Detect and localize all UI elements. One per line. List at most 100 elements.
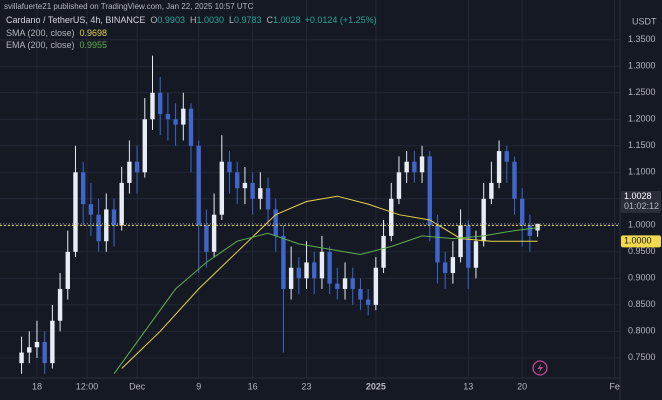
candle-body bbox=[134, 161, 140, 173]
y-tick-label: 1.1500 bbox=[628, 140, 656, 150]
candle-body bbox=[65, 251, 70, 289]
candle-body bbox=[165, 113, 171, 120]
y-tick-label: 0.9500 bbox=[628, 246, 656, 256]
ohlc-key: C bbox=[267, 15, 274, 25]
legend: SMA (200, close) 0.9698 EMA (200, close) 0.… bbox=[6, 28, 107, 50]
ohlc-value: 0.9783 bbox=[234, 15, 262, 25]
legend-entry: EMA (200, close) 0.9955 bbox=[6, 40, 107, 50]
candle-body bbox=[527, 225, 533, 236]
y-tick-label: 1.2000 bbox=[628, 114, 656, 124]
candle-body bbox=[466, 225, 471, 268]
last-price-label: 1.0028 bbox=[624, 191, 652, 201]
candle-body bbox=[473, 241, 479, 268]
x-tick-label: Fe bbox=[609, 381, 620, 391]
candle-body bbox=[157, 92, 163, 114]
candle-body bbox=[96, 214, 101, 242]
level-label: 1.0000 bbox=[624, 236, 652, 246]
candle-body bbox=[111, 209, 117, 226]
candle-body bbox=[512, 161, 517, 199]
legend-entry: SMA (200, close) 0.9698 bbox=[6, 28, 107, 38]
ohlc-key: H bbox=[190, 15, 197, 25]
candle-body bbox=[57, 288, 63, 321]
candle-body bbox=[80, 172, 86, 205]
candle-body bbox=[250, 182, 255, 199]
candle-body bbox=[504, 151, 509, 162]
y-tick-label: 1.0000 bbox=[628, 220, 656, 230]
currency-label: USDT bbox=[632, 16, 657, 26]
candle-body bbox=[458, 225, 463, 258]
candle-body bbox=[219, 161, 225, 215]
candle-body bbox=[242, 182, 248, 189]
candle-body bbox=[319, 251, 325, 279]
y-tick-label: 1.2500 bbox=[628, 87, 656, 97]
candle-body bbox=[204, 225, 209, 252]
candle-body bbox=[127, 161, 132, 183]
candle-body bbox=[258, 188, 263, 199]
ohlc-value: 1.0030 bbox=[196, 15, 224, 25]
y-tick-label: 1.1000 bbox=[628, 167, 656, 177]
candle-body bbox=[173, 119, 178, 125]
x-tick-label: 23 bbox=[302, 381, 312, 391]
candle-body bbox=[312, 262, 317, 279]
candle-body bbox=[19, 352, 24, 364]
candle-body bbox=[496, 151, 502, 183]
change: +0.0124 (+1.25%) bbox=[305, 15, 377, 25]
candle-body bbox=[265, 188, 271, 210]
candle-body bbox=[342, 278, 348, 289]
candle-body bbox=[519, 198, 525, 226]
x-tick-label: 9 bbox=[196, 381, 201, 391]
candle-body bbox=[288, 267, 294, 289]
legend-value: 0.9955 bbox=[80, 40, 108, 50]
candle-body bbox=[350, 278, 355, 289]
candle-body bbox=[419, 156, 425, 173]
indicator-line bbox=[121, 195, 538, 369]
candle-body bbox=[389, 198, 394, 236]
candle-body bbox=[50, 320, 55, 364]
candle-body bbox=[104, 209, 109, 242]
icon-circle bbox=[532, 360, 548, 376]
y-tick-label: 0.8000 bbox=[628, 326, 656, 336]
x-tick-label: 20 bbox=[517, 381, 527, 391]
candle-body bbox=[358, 288, 363, 300]
candle-body bbox=[42, 341, 47, 364]
legend-name: SMA (200, close) bbox=[6, 28, 75, 38]
candle-body bbox=[73, 172, 78, 252]
candle-body bbox=[381, 235, 386, 268]
level-box bbox=[621, 235, 661, 248]
candle-body bbox=[335, 283, 340, 289]
legend-name: EMA (200, close) bbox=[6, 40, 75, 50]
indicator-line bbox=[113, 227, 538, 375]
symbol-header: Cardano / TetherUS, 4h, BINANCE O0.9903 H1… bbox=[6, 15, 377, 25]
axes: 0.75000.80000.85000.90000.95001.00001.05… bbox=[32, 34, 661, 391]
candle-body bbox=[211, 214, 217, 252]
candle-body bbox=[535, 223, 540, 231]
x-tick-label: 18 bbox=[32, 381, 42, 391]
x-tick-label: 13 bbox=[463, 381, 473, 391]
candle-body bbox=[412, 161, 417, 173]
candle-body bbox=[273, 209, 278, 236]
y-tick-label: 1.3500 bbox=[628, 34, 656, 44]
ohlc-value: 1.0028 bbox=[273, 15, 301, 25]
candle-body bbox=[327, 251, 332, 284]
x-tick-label: 16 bbox=[248, 381, 258, 391]
candle-body bbox=[450, 257, 456, 274]
candle-body bbox=[227, 161, 232, 173]
candle-body bbox=[188, 108, 194, 146]
candle-body bbox=[481, 198, 486, 242]
candle-body bbox=[442, 262, 448, 274]
last-price-box bbox=[621, 190, 661, 213]
ohlc-key: O bbox=[150, 15, 157, 25]
countdown-label: 01:02:12 bbox=[624, 201, 659, 211]
candle-body bbox=[235, 172, 240, 189]
candle-body bbox=[142, 119, 147, 173]
y-tick-label: 1.3000 bbox=[628, 61, 656, 71]
candle-body bbox=[296, 267, 302, 279]
candle-body bbox=[119, 182, 124, 226]
candle-body bbox=[281, 235, 286, 289]
x-tick-label: 12:00 bbox=[76, 381, 99, 391]
candle-body bbox=[373, 267, 379, 305]
attribution: svillafuerte21 published on TradingView.… bbox=[4, 2, 254, 11]
legend-value: 0.9698 bbox=[80, 28, 108, 38]
